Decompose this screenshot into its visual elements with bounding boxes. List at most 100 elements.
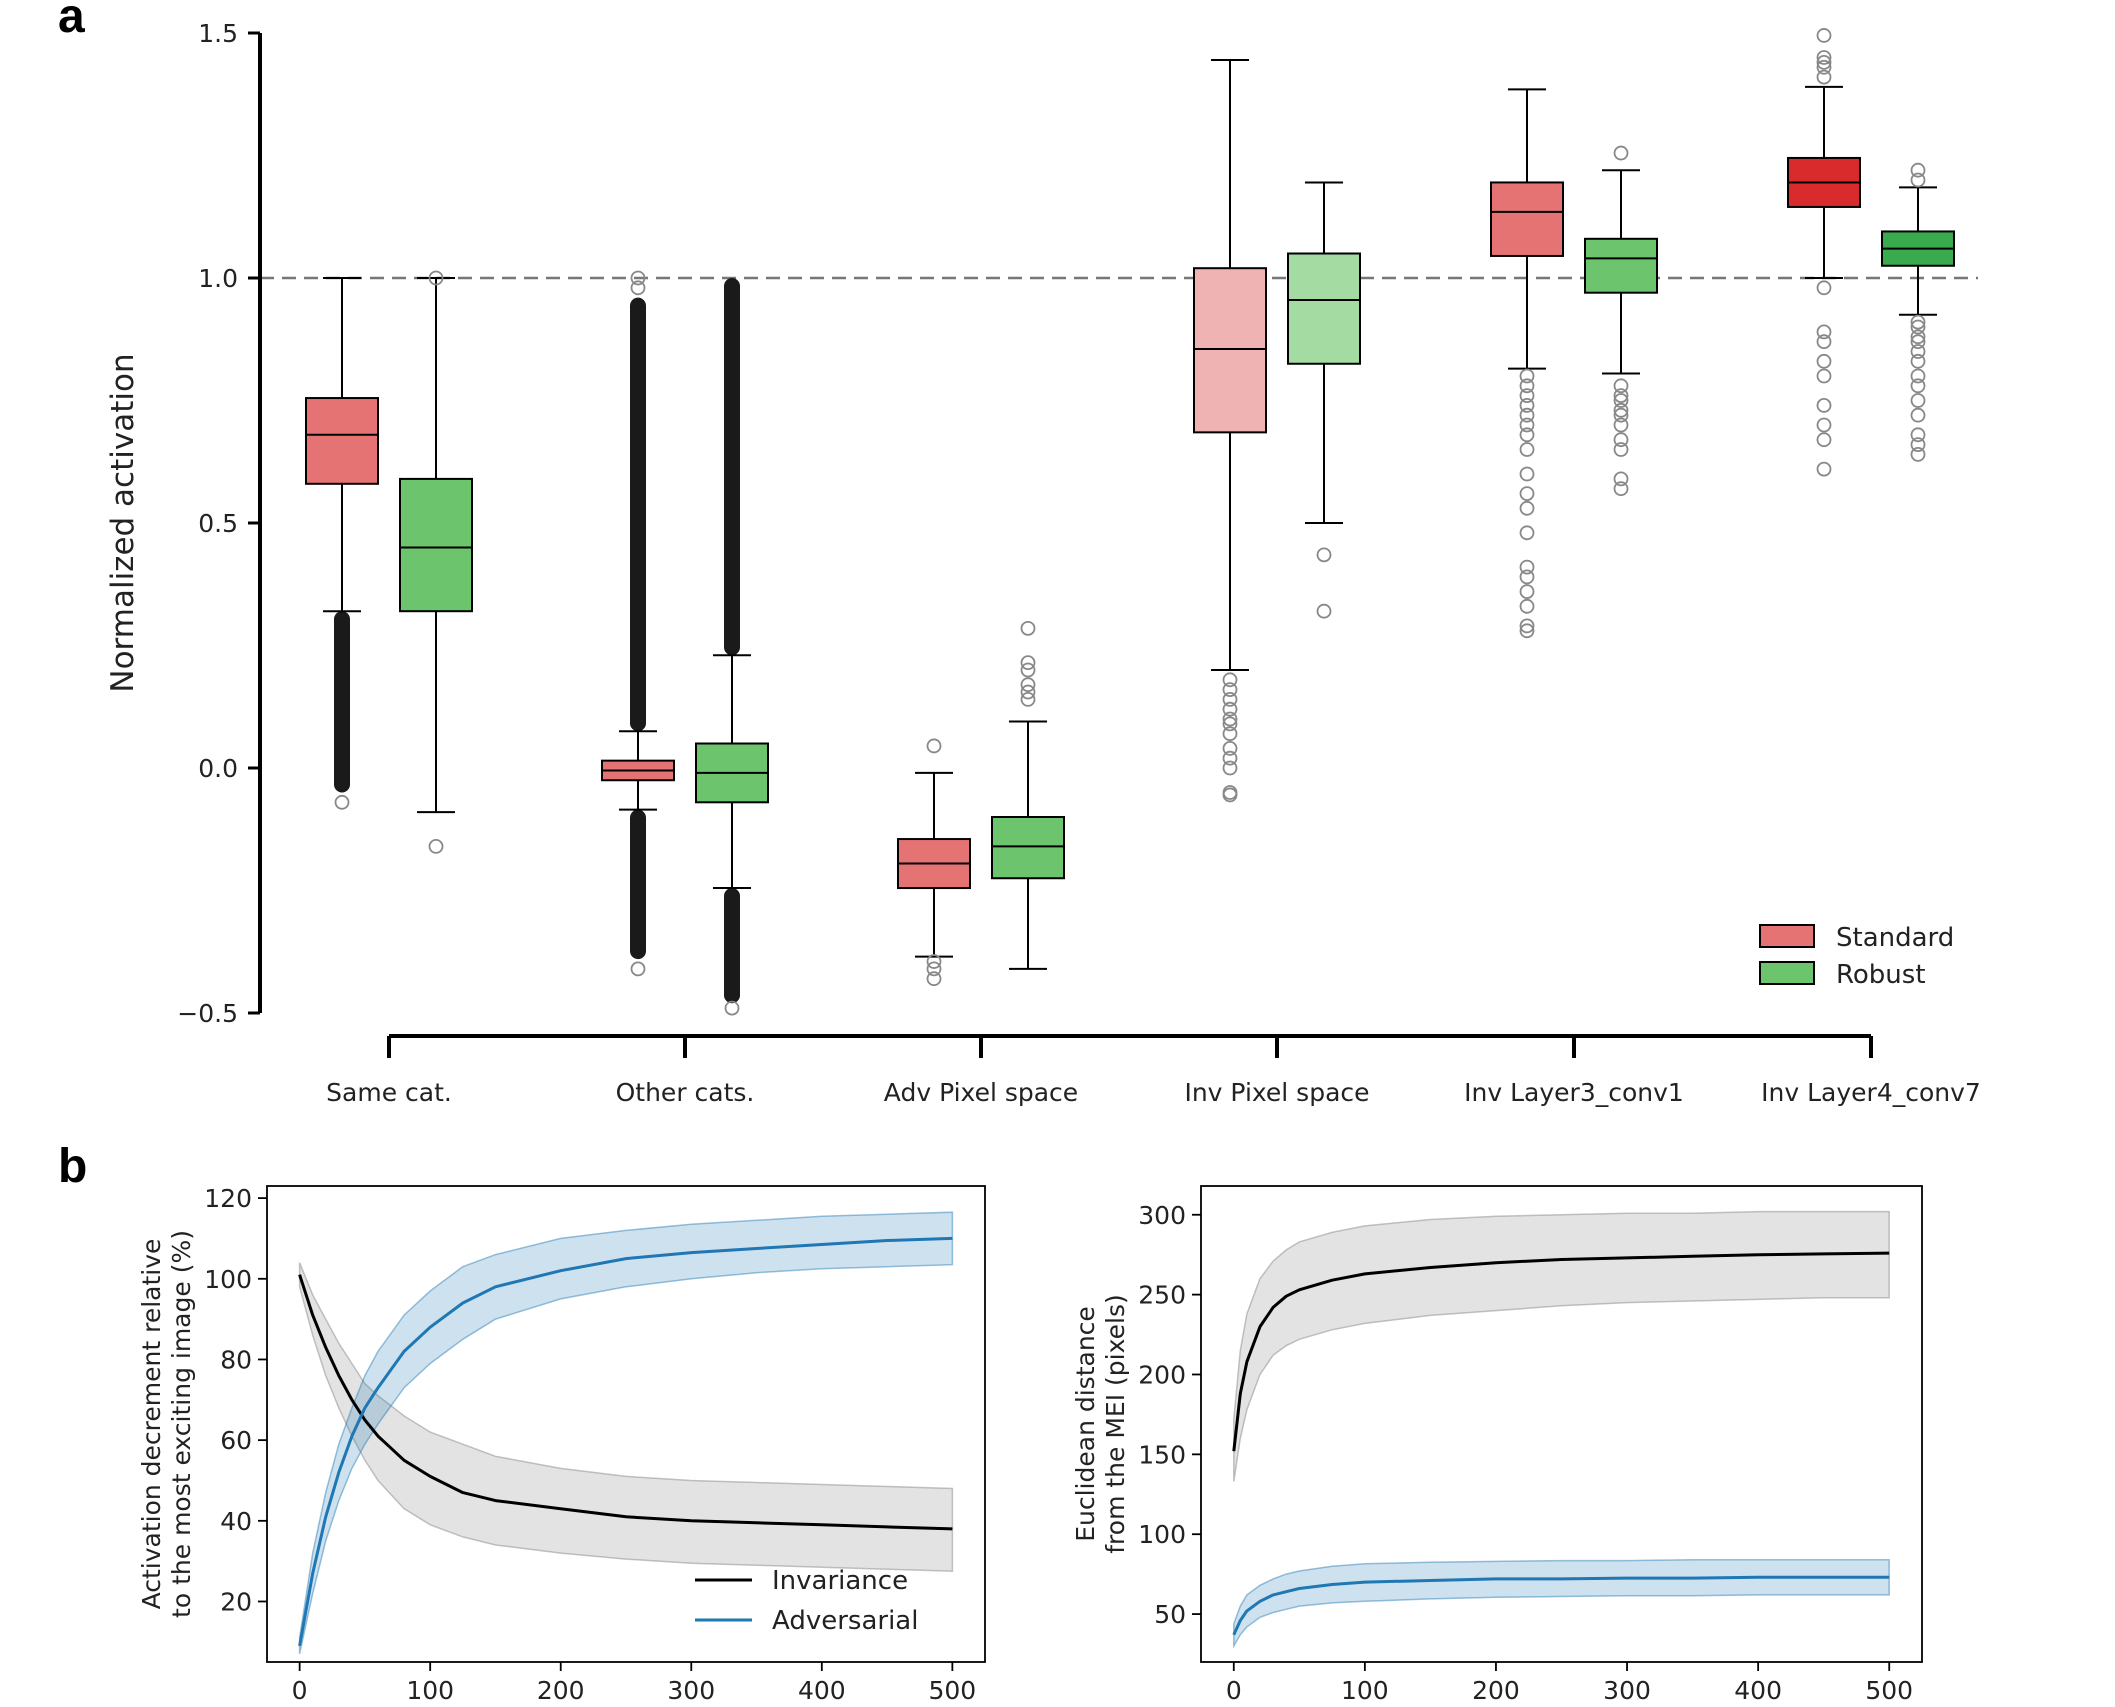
y-tick-label-0: 50 — [1154, 1600, 1186, 1629]
box-inv-layer3-conv1-standard-outlier-11 — [1519, 427, 1535, 443]
box-adv-pixel-space-robust-outlier-3 — [1020, 662, 1036, 678]
series-line-invariance — [1232, 1251, 1890, 1452]
y-tick-label-5: 300 — [1138, 1201, 1186, 1230]
box-adv-pixel-space-standard-outlier-2 — [926, 961, 942, 977]
x-tick-label-2: 200 — [537, 1676, 585, 1705]
box-inv-layer3-conv1-standard-outlier-6 — [1519, 525, 1535, 541]
box-inv-layer4-conv7-robust-outlier-2 — [1910, 427, 1926, 443]
box-inv-layer3-conv1-standard-outlier-2 — [1519, 598, 1535, 614]
box-inv-layer3-conv1-standard-outlier-12 — [1519, 417, 1535, 433]
x-tick-label-3: 300 — [1603, 1676, 1651, 1705]
box-inv-layer3-conv1-robust-outlier-3 — [1613, 432, 1629, 448]
legend-label-invariance: Invariance — [772, 1566, 908, 1596]
box-adv-pixel-space-standard-outlier-3 — [926, 971, 942, 987]
box-same-cat-robust-iqr — [399, 477, 473, 613]
box-inv-layer3-conv1-standard-outlier-4 — [1519, 569, 1535, 585]
legend-swatch-robust — [1759, 961, 1815, 985]
y-tick-label-4: 100 — [204, 1265, 252, 1294]
box-inv-pixel-space-standard — [1193, 58, 1267, 803]
box-inv-layer4-conv7-standard-outlier-0 — [1816, 461, 1832, 477]
box-inv-layer4-conv7-robust-outlier-3 — [1910, 407, 1926, 423]
box-inv-layer3-conv1-robust-outlier-4 — [1613, 417, 1629, 433]
box-adv-pixel-space-robust-outlier-0 — [1020, 692, 1036, 707]
box-same-cat-robust — [399, 270, 473, 854]
box-inv-layer4-conv7-standard-outlier-3 — [1816, 397, 1832, 413]
y-tick-label-4: 250 — [1138, 1281, 1186, 1310]
box-inv-layer4-conv7-robust-outlier-10 — [1910, 329, 1926, 345]
category-label-other-cats: Other cats. — [616, 1078, 755, 1107]
box-inv-layer3-conv1-robust-outlier-1 — [1613, 471, 1629, 487]
category-label-same-cat: Same cat. — [326, 1078, 452, 1107]
box-inv-layer4-conv7-standard-outlier-5 — [1816, 353, 1832, 369]
box-inv-layer4-conv7-robust-outlier-9 — [1910, 334, 1926, 350]
y-tick-label-1: 100 — [1138, 1520, 1186, 1549]
legend-label-robust: Robust — [1836, 960, 1926, 990]
box-adv-pixel-space-robust-outlier-5 — [1020, 620, 1036, 636]
box-adv-pixel-space-standard-outlier-0 — [926, 738, 942, 754]
legend-label-standard: Standard — [1836, 923, 1954, 953]
box-same-cat-standard — [305, 277, 379, 810]
box-inv-layer3-conv1-robust-outlier-0 — [1613, 481, 1629, 497]
box-inv-layer3-conv1-robust-outlier-10 — [1613, 145, 1629, 161]
box-inv-layer4-conv7-standard-outlier-6 — [1816, 334, 1832, 350]
box-inv-layer4-conv7-standard — [1787, 28, 1861, 477]
y-tick-label-2: 0.5 — [198, 509, 238, 538]
box-inv-layer3-conv1-robust-outlier-5 — [1613, 407, 1629, 423]
box-inv-layer3-conv1-standard-outlier-7 — [1519, 500, 1535, 516]
box-inv-layer4-conv7-robust-outlier-11 — [1910, 319, 1926, 335]
box-inv-layer3-conv1-standard-outlier-10 — [1519, 442, 1535, 457]
box-other-cats-robust — [695, 278, 769, 1016]
box-inv-layer4-conv7-robust — [1881, 162, 1955, 462]
box-inv-layer3-conv1-robust-outlier-2 — [1613, 442, 1629, 457]
box-inv-pixel-space-standard-outlier-5 — [1222, 726, 1238, 742]
line-chart-euclidean-distance: 010020030040050050100150200250300Iterati… — [1071, 1185, 1923, 1707]
box-other-cats-standard-dense-outliers-low — [630, 809, 646, 960]
box-inv-layer4-conv7-robust-outlier-5 — [1910, 378, 1926, 394]
y-tick-label-3: 0.0 — [198, 754, 238, 783]
box-inv-layer4-conv7-robust-outlier-13 — [1910, 172, 1926, 188]
y-axis-label-line2: from the MEI (pixels) — [1101, 1294, 1130, 1554]
box-adv-pixel-space-robust-iqr — [991, 816, 1065, 880]
box-inv-pixel-space-robust-iqr — [1287, 252, 1361, 365]
box-other-cats-robust-dense-outliers-low — [724, 888, 740, 1004]
box-inv-layer3-conv1-standard-iqr — [1490, 181, 1564, 257]
box-inv-layer4-conv7-standard-outlier-10 — [1816, 59, 1832, 75]
box-inv-pixel-space-standard-outlier-1 — [1222, 785, 1238, 800]
box-other-cats-robust-dense-outliers-high — [724, 278, 740, 656]
box-inv-pixel-space-standard-outlier-4 — [1222, 741, 1238, 756]
category-label-adv-pixel-space: Adv Pixel space — [884, 1078, 1078, 1107]
box-inv-layer3-conv1-robust-iqr — [1584, 237, 1658, 294]
box-other-cats-standard-outlier-2 — [630, 270, 646, 286]
y-tick-label-1: 1.0 — [198, 264, 238, 293]
x-tick-label-1: 100 — [1341, 1676, 1389, 1705]
box-plot-panel-a: 1.5 1.0 0.5 0.0 −0.5 Normalized activation S… — [105, 19, 1981, 1107]
box-inv-pixel-space-standard-outlier-11 — [1222, 672, 1238, 688]
box-inv-pixel-space-standard-outlier-10 — [1222, 682, 1238, 697]
x-tick-label-3: 300 — [667, 1676, 715, 1705]
y-tick-label-5: 120 — [204, 1184, 252, 1213]
box-adv-pixel-space-standard — [897, 738, 971, 987]
y-axis-label: Normalized activation — [105, 353, 141, 692]
box-inv-pixel-space-standard-outlier-8 — [1222, 701, 1238, 717]
box-inv-layer4-conv7-standard-outlier-12 — [1816, 50, 1832, 65]
box-other-cats-standard-outlier-0 — [630, 961, 646, 977]
series-line-adversarial — [1232, 1575, 1890, 1636]
box-inv-layer4-conv7-robust-outlier-4 — [1910, 393, 1926, 408]
band-adversarial — [298, 1211, 954, 1655]
box-inv-layer3-conv1-standard-outlier-3 — [1519, 584, 1535, 599]
plot-frame — [266, 1185, 986, 1663]
box-inv-layer3-conv1-robust-outlier-6 — [1613, 402, 1629, 418]
box-inv-layer3-conv1-standard-outlier-5 — [1519, 559, 1535, 575]
box-inv-layer3-conv1-robust-outlier-7 — [1613, 393, 1629, 408]
category-label-inv-layer4-conv7: Inv Layer4_conv7 — [1761, 1078, 1981, 1107]
y-tick-label-0: 1.5 — [198, 19, 238, 48]
legend-swatch-standard — [1759, 924, 1815, 948]
panel-letter-b: b — [58, 1140, 87, 1193]
box-same-cat-robust-outlier-0 — [428, 839, 444, 854]
x-tick-label-4: 400 — [1734, 1676, 1782, 1705]
box-inv-layer4-conv7-robust-outlier-6 — [1910, 368, 1926, 384]
box-inv-pixel-space-robust-outlier-1 — [1316, 547, 1332, 563]
box-inv-layer4-conv7-robust-outlier-8 — [1910, 344, 1926, 359]
y-tick-label-1: 40 — [220, 1507, 252, 1536]
box-inv-layer3-conv1-robust-outlier-8 — [1613, 388, 1629, 404]
